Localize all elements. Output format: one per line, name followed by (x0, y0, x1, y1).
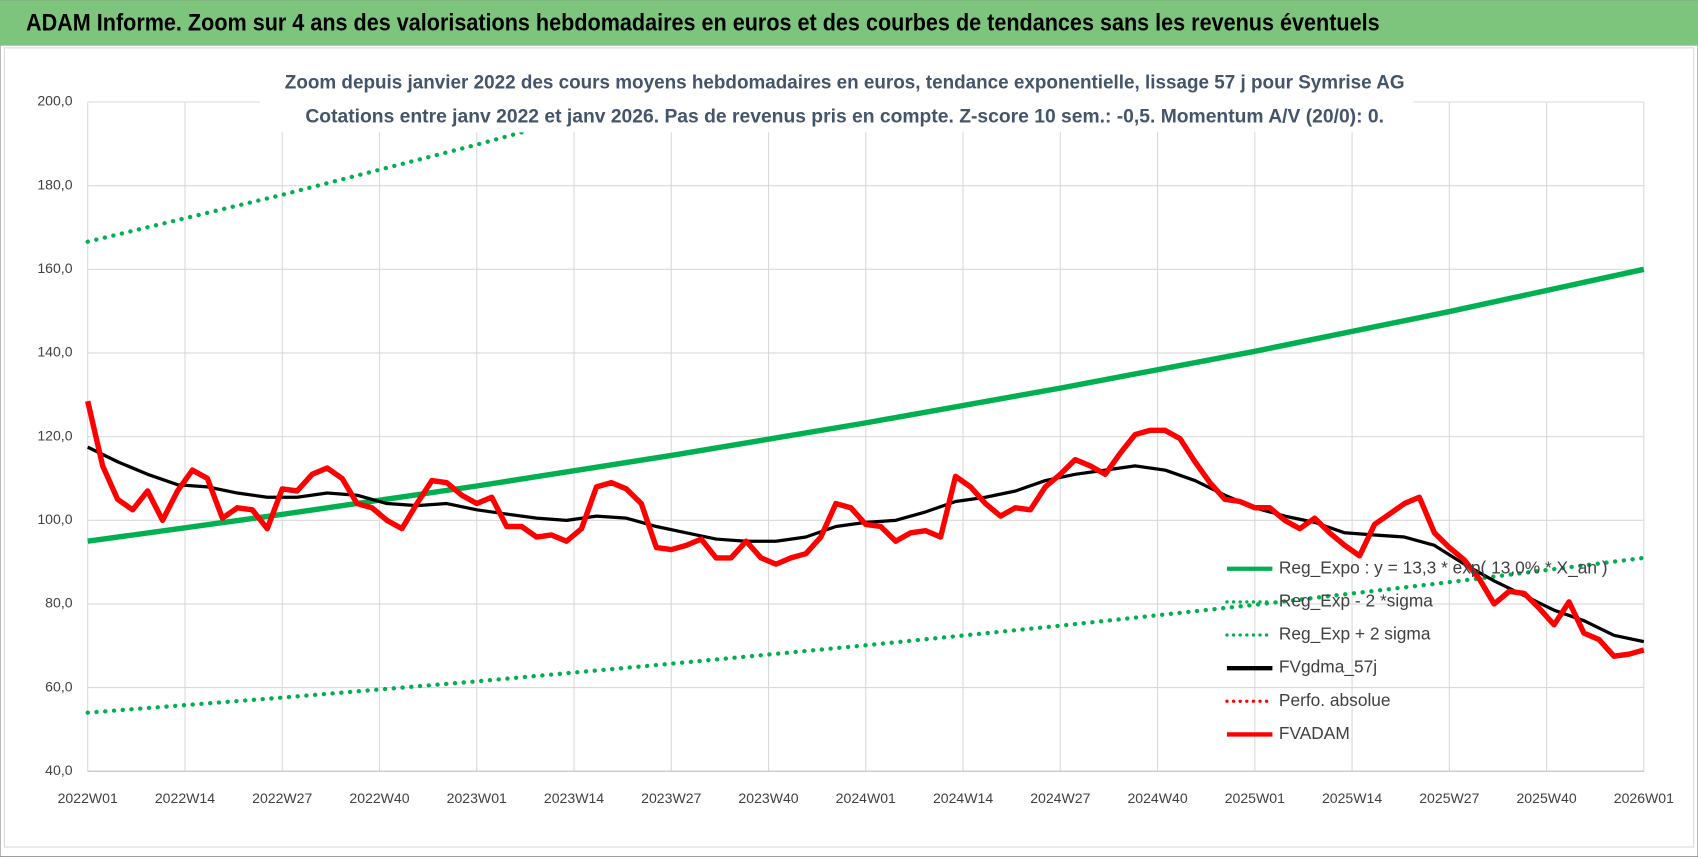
y-tick-label: 60,0 (45, 678, 73, 694)
y-tick-label: 140,0 (37, 344, 72, 360)
x-tick-label: 2024W40 (1127, 790, 1187, 806)
legend-label: FVgdma_57j (1279, 657, 1377, 677)
plot-area: 40,0 60,0 80,0 100,0 120,0 140,0 160,0 180,0 200… (37, 93, 1674, 806)
header-bar (0, 0, 1698, 46)
legend-label: FVADAM (1279, 723, 1350, 743)
title-box (259, 65, 1414, 133)
x-tick-label: 2025W27 (1419, 790, 1479, 806)
x-tick-label: 2023W27 (641, 790, 701, 806)
legend-label: Reg_Exp + 2 sigma (1279, 624, 1431, 644)
y-tick-label: 40,0 (45, 762, 73, 778)
x-tick-label: 2025W40 (1516, 790, 1576, 806)
x-tick-label: 2023W40 (738, 790, 798, 806)
series-line (85, 555, 1647, 715)
x-tick-label: 2025W01 (1225, 790, 1285, 806)
chart-subtitle: Cotations entre janv 2022 et janv 2026. … (305, 105, 1384, 127)
legend-label: Reg_Expo : y = 13,3 * exp( 13,0% * X_an … (1279, 557, 1608, 577)
y-tick-label: 200,0 (37, 93, 72, 109)
legend-label: Reg_Exp - 2 *sigma (1279, 590, 1433, 610)
chart-frame (3, 47, 1695, 848)
x-tick-label: 2024W27 (1030, 790, 1090, 806)
header-title: ADAM Informe. Zoom sur 4 ans des valoris… (26, 9, 1380, 36)
x-tick-label: 2022W40 (349, 790, 409, 806)
x-tick-label: 2024W01 (836, 790, 896, 806)
legend-label: Perfo. absolue (1279, 690, 1391, 710)
x-tick-label: 2022W01 (58, 790, 118, 806)
series-line (85, 400, 1645, 659)
y-tick-label: 120,0 (37, 427, 72, 443)
legend: Reg_Expo : y = 13,3 * exp( 13,0% * X_an … (1225, 557, 1608, 743)
y-tick-label: 160,0 (37, 260, 72, 276)
x-tick-label: 2026W01 (1614, 790, 1674, 806)
y-tick-label: 180,0 (37, 176, 72, 192)
x-tick-label: 2022W14 (155, 790, 215, 806)
y-tick-label: 80,0 (45, 595, 73, 611)
x-tick-label: 2023W01 (447, 790, 507, 806)
x-tick-label: 2025W14 (1322, 790, 1382, 806)
x-tick-label: 2022W27 (252, 790, 312, 806)
series-line (87, 266, 1645, 544)
x-tick-label: 2023W14 (544, 790, 604, 806)
chart-title: Zoom depuis janvier 2022 des cours moyen… (285, 72, 1405, 94)
y-tick-label: 100,0 (37, 511, 72, 527)
x-tick-label: 2024W14 (933, 790, 993, 806)
